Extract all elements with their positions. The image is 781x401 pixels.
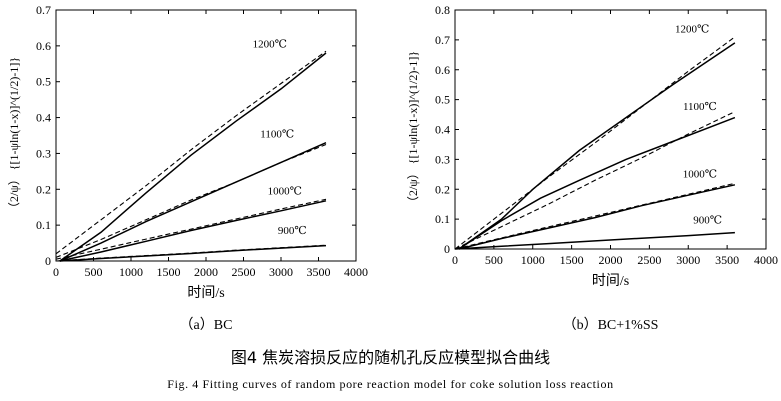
curve-label: 1000℃	[268, 186, 302, 198]
series-line-1000-fit	[55, 198, 327, 260]
x-tick-label: 2500	[232, 265, 256, 279]
y-axis-label: （2/ψ） {[1-ψln(1-x)]^(1/2)-1]}	[7, 57, 21, 214]
x-tick-label: 3000	[269, 265, 293, 279]
y-tick-label: 0.2	[435, 182, 450, 196]
x-tick-label: 4000	[754, 253, 778, 267]
curve-label: 1200℃	[253, 39, 287, 51]
x-tick-label: 1500	[560, 253, 584, 267]
x-tick-label: 1500	[157, 265, 181, 279]
x-tick-label: 2000	[599, 253, 623, 267]
y-tick-label: 0	[444, 242, 450, 256]
y-tick-label: 0.1	[36, 218, 51, 232]
y-tick-label: 0	[45, 254, 51, 268]
x-tick-label: 500	[85, 265, 103, 279]
series-line-1200	[59, 52, 327, 262]
y-tick-label: 0.3	[36, 146, 51, 160]
x-tick-label: 0	[452, 253, 458, 267]
y-tick-label: 0.8	[435, 3, 450, 17]
chart-panel-1: 0 500 1000 1500 2000 2500 3000 3500 4000 0 0.1 0.2 0…	[406, 3, 778, 333]
x-axis-label: 时间/s	[187, 285, 224, 301]
x-tick-label: 1000	[521, 253, 545, 267]
x-tick-label: 3500	[715, 253, 739, 267]
chart-panel-0: 0 500 1000 1500 2000 2500 3000 3500 4000 0 0.1 0.2 0…	[7, 3, 368, 333]
series-line-900-fit	[55, 244, 327, 262]
series-line-1000	[458, 184, 736, 250]
x-tick-label: 2000	[194, 265, 218, 279]
series-line-1100-fit	[454, 111, 736, 250]
x-axis-label: 时间/s	[592, 273, 629, 289]
series-line-900	[454, 231, 735, 250]
x-tick-label: 500	[485, 253, 503, 267]
x-tick-label: 1000	[119, 265, 143, 279]
curve-label: 1100℃	[260, 128, 294, 140]
figure-caption-cn: 图4 焦炭溶损反应的随机孔反应模型拟合曲线	[230, 348, 551, 367]
y-tick-label: 0.7	[36, 3, 51, 17]
y-tick-label: 0.7	[435, 33, 450, 47]
plot-frame	[55, 9, 357, 262]
figure-caption-en: Fig. 4 Fitting curves of random pore rea…	[167, 377, 614, 391]
chart-subtitle: （b）BC+1%SS	[563, 317, 659, 333]
series-line-1200-fit	[454, 36, 736, 250]
curve-label: 1200℃	[675, 23, 709, 35]
x-tick-label: 2500	[637, 253, 661, 267]
series-line-1000	[59, 200, 327, 262]
y-axis-label: （2/ψ） {[1-ψln(1-x)]^(1/2)-1]}	[406, 51, 420, 208]
x-tick-label: 0	[53, 265, 59, 279]
curve-label: 900℃	[278, 225, 307, 237]
curve-label: 1100℃	[683, 101, 717, 113]
y-tick-label: 0.5	[435, 93, 450, 107]
y-tick-label: 0.5	[36, 75, 51, 89]
y-tick-label: 0.4	[36, 111, 51, 125]
curve-label: 1000℃	[683, 168, 717, 180]
y-tick-label: 0.1	[435, 212, 450, 226]
curve-label: 900℃	[693, 215, 722, 227]
y-tick-label: 0.6	[36, 39, 51, 53]
x-tick-label: 3000	[676, 253, 700, 267]
series-line-1100-fit	[55, 143, 327, 258]
charts-svg: 0 500 1000 1500 2000 2500 3000 3500 4000 0 0.1 0.2 0…	[7, 3, 778, 333]
y-tick-label: 0.6	[435, 63, 450, 77]
y-tick-label: 0.4	[435, 123, 450, 137]
y-tick-label: 0.3	[435, 152, 450, 166]
x-tick-label: 4000	[344, 265, 368, 279]
series-line-1200-fit	[55, 50, 327, 255]
chart-subtitle: （a）BC	[180, 317, 233, 333]
y-tick-label: 0.2	[36, 182, 51, 196]
series-line-1200	[458, 42, 736, 250]
x-tick-label: 3500	[307, 265, 331, 279]
